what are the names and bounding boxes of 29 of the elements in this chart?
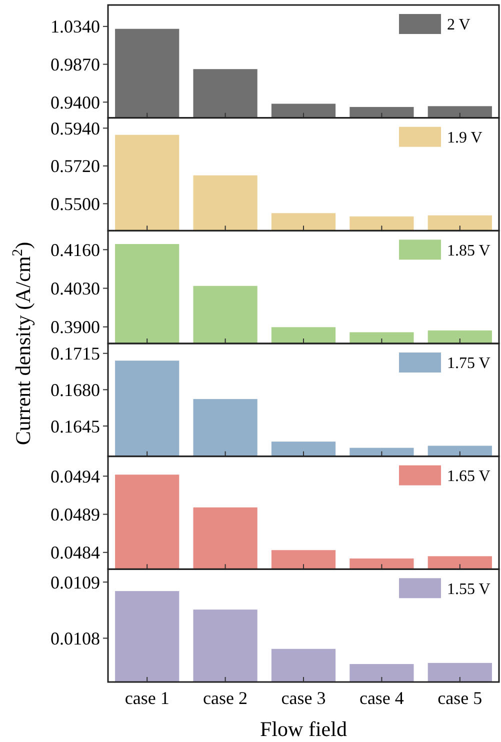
y-tick-label: 0.9870 xyxy=(50,54,100,75)
legend-label: 1.65 V xyxy=(447,468,491,485)
x-tick-label: case 1 xyxy=(124,688,170,708)
legend-label: 1.75 V xyxy=(447,355,491,372)
legend-label: 1.9 V xyxy=(447,129,483,146)
y-tick-label: 0.0108 xyxy=(50,628,100,649)
y-tick-label: 0.4160 xyxy=(50,240,100,260)
y-tick-label: 0.1645 xyxy=(50,416,100,436)
y-tick-label: 0.3900 xyxy=(50,317,100,338)
y-tick-label: 0.0489 xyxy=(50,504,100,525)
y-tick-label: 0.4030 xyxy=(50,278,100,299)
y-tick-label: 0.0109 xyxy=(50,572,100,592)
y-tick-label: 1.0340 xyxy=(50,16,100,37)
y-tick-label: 0.5940 xyxy=(50,118,100,138)
x-tick-label: case 5 xyxy=(438,688,482,708)
x-tick-label: case 4 xyxy=(359,688,404,708)
legend-label: 1.55 V xyxy=(447,580,491,598)
x-tick-label: case 2 xyxy=(203,688,248,708)
y-tick-label: 0.5500 xyxy=(50,194,100,214)
y-tick-label: 0.0494 xyxy=(50,466,100,486)
legend-label: 2 V xyxy=(447,16,471,34)
y-tick-label: 0.1715 xyxy=(50,344,100,364)
x-axis-title: Flow field xyxy=(260,717,348,741)
y-tick-label: 0.5720 xyxy=(50,156,100,176)
y-tick-label: 0.1680 xyxy=(50,380,100,400)
legend-label: 1.85 V xyxy=(447,242,491,260)
x-tick-label: case 3 xyxy=(281,688,326,708)
y-tick-label: 0.9400 xyxy=(50,92,100,112)
y-tick-label: 0.0484 xyxy=(50,542,100,563)
